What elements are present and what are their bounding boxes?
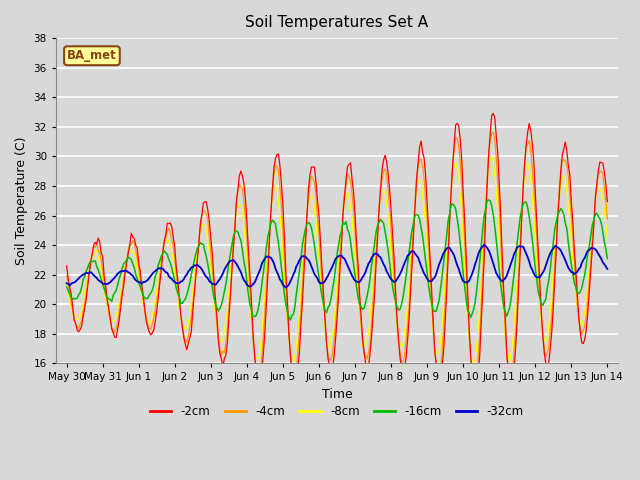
X-axis label: Time: Time — [322, 388, 353, 401]
Y-axis label: Soil Temperature (C): Soil Temperature (C) — [15, 136, 28, 265]
Text: BA_met: BA_met — [67, 49, 117, 62]
Legend: -2cm, -4cm, -8cm, -16cm, -32cm: -2cm, -4cm, -8cm, -16cm, -32cm — [145, 400, 529, 422]
Title: Soil Temperatures Set A: Soil Temperatures Set A — [245, 15, 429, 30]
